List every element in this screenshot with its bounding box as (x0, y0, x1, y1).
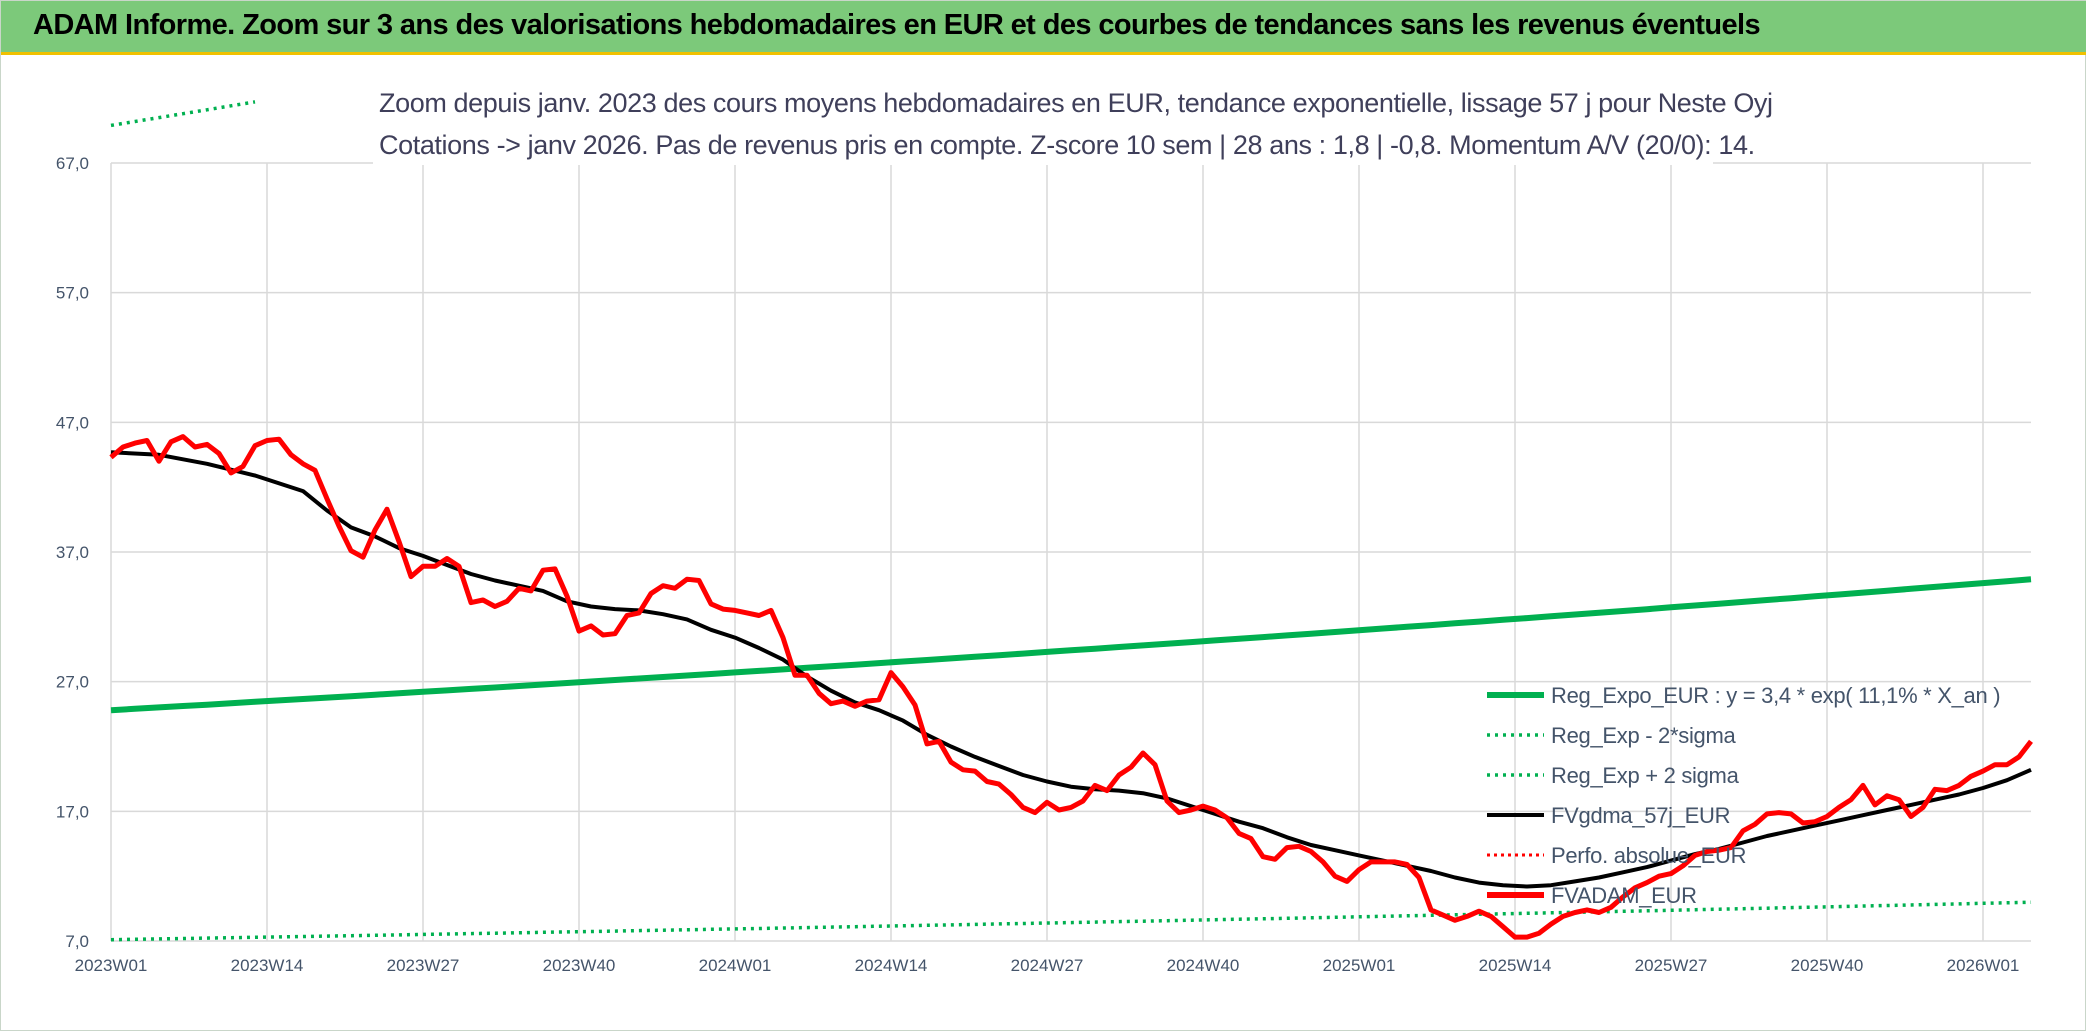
y-tick-label: 67,0 (56, 154, 89, 173)
x-tick-label: 2026W01 (1947, 956, 2020, 975)
x-tick-label: 2024W27 (1011, 956, 1084, 975)
x-axis-ticks: 2023W01 2023W14 2023W27 2023W40 2024W01 2024W… (75, 956, 2020, 975)
subtitle-background (373, 81, 1713, 165)
legend-label: FVADAM_EUR (1551, 883, 1697, 908)
y-tick-label: 17,0 (56, 802, 89, 821)
series-reg-minus-2sigma-line (110, 900, 2032, 942)
y-axis-ticks: 7,0 17,0 27,0 37,0 47,0 57,0 67,0 (56, 154, 89, 951)
x-tick-label: 2024W01 (699, 956, 772, 975)
series-layer (109, 100, 2033, 942)
y-tick-label: 57,0 (56, 284, 89, 303)
x-tick-label: 2023W14 (231, 956, 304, 975)
legend-label: Reg_Exp + 2 sigma (1551, 763, 1740, 788)
title-bar: ADAM Informe. Zoom sur 3 ans des valoris… (1, 1, 2086, 55)
legend: Reg_Expo_EUR : y = 3,4 * exp( 11,1% * X_… (1487, 683, 2001, 908)
page-title: ADAM Informe. Zoom sur 3 ans des valoris… (33, 9, 1761, 41)
x-tick-label: 2024W14 (855, 956, 928, 975)
legend-label: FVgdma_57j_EUR (1551, 803, 1730, 828)
chart-subtitle-line-2: Cotations -> janv 2026. Pas de revenus p… (379, 130, 1755, 160)
y-tick-label: 47,0 (56, 413, 89, 432)
x-tick-label: 2024W40 (1167, 956, 1240, 975)
x-tick-label: 2025W01 (1323, 956, 1396, 975)
x-tick-label: 2023W40 (543, 956, 616, 975)
x-tick-label: 2025W14 (1479, 956, 1552, 975)
y-tick-label: 37,0 (56, 543, 89, 562)
chart-subtitle-line-1: Zoom depuis janv. 2023 des cours moyens … (379, 88, 1773, 118)
legend-label: Perfo. absolue_EUR (1551, 843, 1746, 868)
gridlines (110, 162, 2031, 942)
line-chart: 7,017,027,037,047,057,067,0 2023W01 2023W… (56, 81, 2033, 975)
series-reg-expo-line (110, 576, 2032, 714)
y-tick-label: 27,0 (56, 673, 89, 692)
x-tick-label: 2023W27 (387, 956, 460, 975)
series-fvadam-line (109, 434, 2033, 940)
legend-label: Reg_Expo_EUR : y = 3,4 * exp( 11,1% * X_… (1551, 683, 2000, 708)
series-fvgdma-line (110, 450, 2032, 889)
x-tick-label: 2025W27 (1635, 956, 1708, 975)
series-reg-plus-2sigma-line (110, 100, 256, 128)
x-tick-label: 2025W40 (1791, 956, 1864, 975)
legend-label: Reg_Exp - 2*sigma (1551, 723, 1737, 748)
x-tick-label: 2023W01 (75, 956, 148, 975)
y-tick-label: 7,0 (65, 932, 89, 951)
